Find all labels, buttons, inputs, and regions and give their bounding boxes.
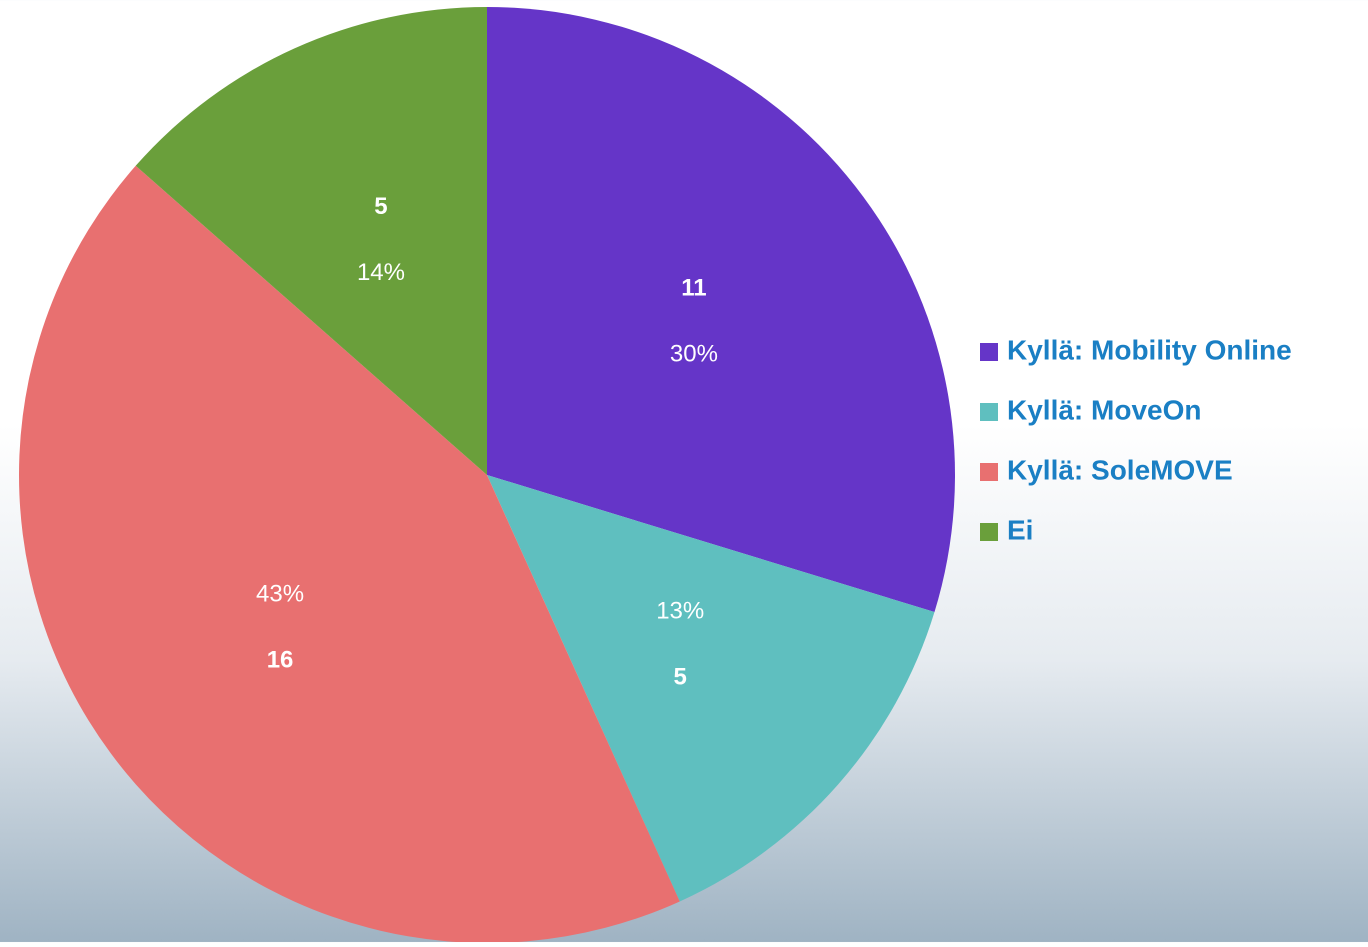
slice-percent-label: 13% — [656, 597, 704, 624]
legend-swatch — [980, 343, 998, 361]
pie-slice — [18, 165, 680, 944]
legend-label: Kyllä: SoleMOVE — [1007, 454, 1233, 485]
legend-label: Kyllä: Mobility Online — [1007, 334, 1292, 365]
pie-slice — [487, 7, 955, 613]
legend-swatch — [980, 523, 998, 541]
slice-percent-label: 43% — [256, 580, 304, 607]
slice-value-label: 16 — [267, 646, 294, 673]
legend-label: Ei — [1007, 514, 1033, 545]
pie-slice — [487, 475, 935, 902]
legend-swatch — [980, 463, 998, 481]
legend-label: Kyllä: MoveOn — [1007, 394, 1201, 425]
slice-value-label: 5 — [674, 663, 687, 690]
legend-swatch — [980, 403, 998, 421]
slice-value-label: 11 — [681, 274, 706, 301]
slice-percent-label: 30% — [670, 340, 718, 367]
slice-value-label: 5 — [374, 193, 387, 220]
slice-percent-label: 14% — [357, 259, 405, 286]
pie-slice — [135, 7, 487, 475]
